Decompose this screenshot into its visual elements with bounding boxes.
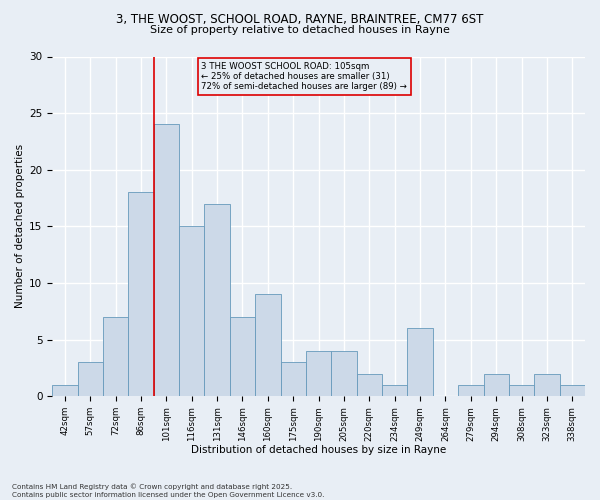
Text: Size of property relative to detached houses in Rayne: Size of property relative to detached ho… [150,25,450,35]
Text: 3 THE WOOST SCHOOL ROAD: 105sqm
← 25% of detached houses are smaller (31)
72% of: 3 THE WOOST SCHOOL ROAD: 105sqm ← 25% of… [202,62,407,92]
Bar [560,385,585,396]
Bar [509,385,534,396]
Bar [356,374,382,396]
Bar [154,124,179,396]
Text: Contains HM Land Registry data © Crown copyright and database right 2025.
Contai: Contains HM Land Registry data © Crown c… [12,484,325,498]
Bar [306,351,331,396]
Y-axis label: Number of detached properties: Number of detached properties [15,144,25,308]
Bar [179,226,205,396]
Bar [103,317,128,396]
Bar [255,294,281,396]
Bar [205,204,230,396]
X-axis label: Distribution of detached houses by size in Rayne: Distribution of detached houses by size … [191,445,446,455]
Bar [331,351,356,396]
Bar [458,385,484,396]
Bar [534,374,560,396]
Bar [128,192,154,396]
Bar [484,374,509,396]
Bar [230,317,255,396]
Bar [281,362,306,396]
Bar [407,328,433,396]
Bar [382,385,407,396]
Text: 3, THE WOOST, SCHOOL ROAD, RAYNE, BRAINTREE, CM77 6ST: 3, THE WOOST, SCHOOL ROAD, RAYNE, BRAINT… [116,12,484,26]
Bar [52,385,77,396]
Bar [77,362,103,396]
